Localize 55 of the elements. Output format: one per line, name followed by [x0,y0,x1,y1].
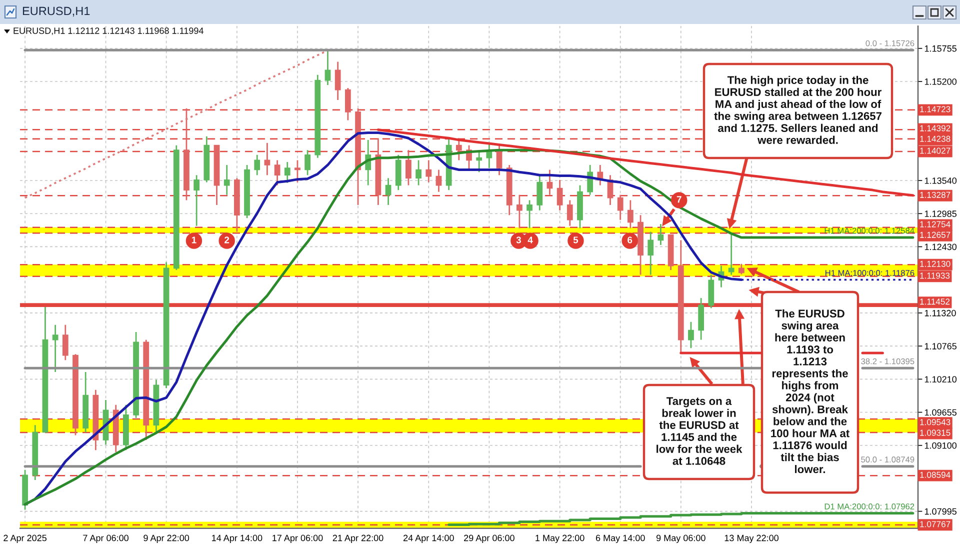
ref-line-label: 1.14392 [920,125,950,132]
annotation: 2 [224,236,230,244]
chart-subtitle: EURUSD,H1 1.12112 1.12143 1.11968 1.11994 [14,28,204,35]
ref-line-label: 1.12130 [920,260,950,267]
y-tick-label: 1.10210 [924,376,957,383]
ref-line-label: 1.13287 [920,192,950,198]
x-tick-label: 7 Apr 06:00 [83,534,129,543]
annotation: 5 [573,236,578,244]
annotation: 7 [676,196,682,203]
y-tick-label: 1.12430 [924,244,957,250]
ref-line-label: 1.12657 [920,232,950,238]
series-label: D1 MA:200:0:0: 1.07962 [824,503,914,510]
x-tick-label: 2 Apr 2025 [4,534,47,543]
x-tick-label: 29 Apr 06:00 [464,534,514,543]
annotation: 3 [516,236,521,244]
annotation: Targets on a break lower in the EURUSD at 1.1145 and the low for the week at 1.10648 [656,397,742,465]
series-label: H1 MA:100:0:0: 1.11876 [825,270,914,276]
x-tick-label: 6 May 14:00 [596,534,645,543]
x-tick-label: 24 Apr 14:00 [403,534,454,543]
y-tick-label: 1.13540 [924,177,957,184]
series-label: H1 MA:200:0:0: 1.12584 [824,228,914,234]
series-label: 38.2 - 1.10395 [861,358,914,364]
ref-line-label: 1.11933 [920,272,950,279]
ref-line-label: 1.07767 [920,521,950,528]
y-tick-label: 1.11320 [924,310,956,316]
y-tick-label: 1.07995 [924,508,957,515]
ref-line-label: 1.14027 [920,148,950,154]
annotation: 1 [192,236,196,244]
x-tick-label: 17 Apr 06:00 [272,534,323,543]
ref-line-label: 1.08594 [920,472,950,478]
y-tick-label: 1.09655 [924,409,957,416]
text: The EURUSD swing area here between 1.1193 to 1.1213 represents the highs from 2024 (not shown). Break below and the 100 hour MA at 1.11876 would tilt the bias lower. [771,309,850,474]
y-tick-label: 1.10765 [924,343,957,350]
annotation: The high price today in the EURUSD stalled at the 200 hour MA and just ahead of the low of the swing area between 1.12657 and 1.1275. Sellers leaned and were rewarded. [714,76,882,144]
x-tick-label: 21 Apr 22:00 [332,534,384,543]
y-tick-label: 1.15200 [924,78,957,85]
y-tick-label: 1.09100 [924,442,957,449]
x-tick-label: 1 May 22:00 [536,534,584,543]
ref-line-label: 1.14238 [920,136,950,142]
ref-line-label: 1.12754 [920,221,950,228]
ref-line-label: 1.09315 [920,430,950,436]
x-tick-label: 13 May 22:00 [724,534,779,543]
y-tick-label: 1.12985 [924,210,957,217]
chart-title: EURUSD,H1 [22,6,90,17]
annotation: 4 [528,236,533,244]
series-label: 0.0 - 1.15726 [866,40,914,46]
ref-line-label: 1.09543 [920,419,950,426]
annotation: 6 [628,236,632,244]
x-tick-label: 14 Apr 14:00 [212,534,262,543]
x-tick-label: 9 May 06:00 [656,534,706,543]
ref-line-label: 1.14723 [920,106,950,112]
y-tick-label: 1.15755 [924,45,957,52]
x-tick-label: 9 Apr 22:00 [144,534,190,543]
series-label: 50.0 - 1.08749 [861,456,914,462]
ref-line-label: 1.11452 [920,298,950,305]
